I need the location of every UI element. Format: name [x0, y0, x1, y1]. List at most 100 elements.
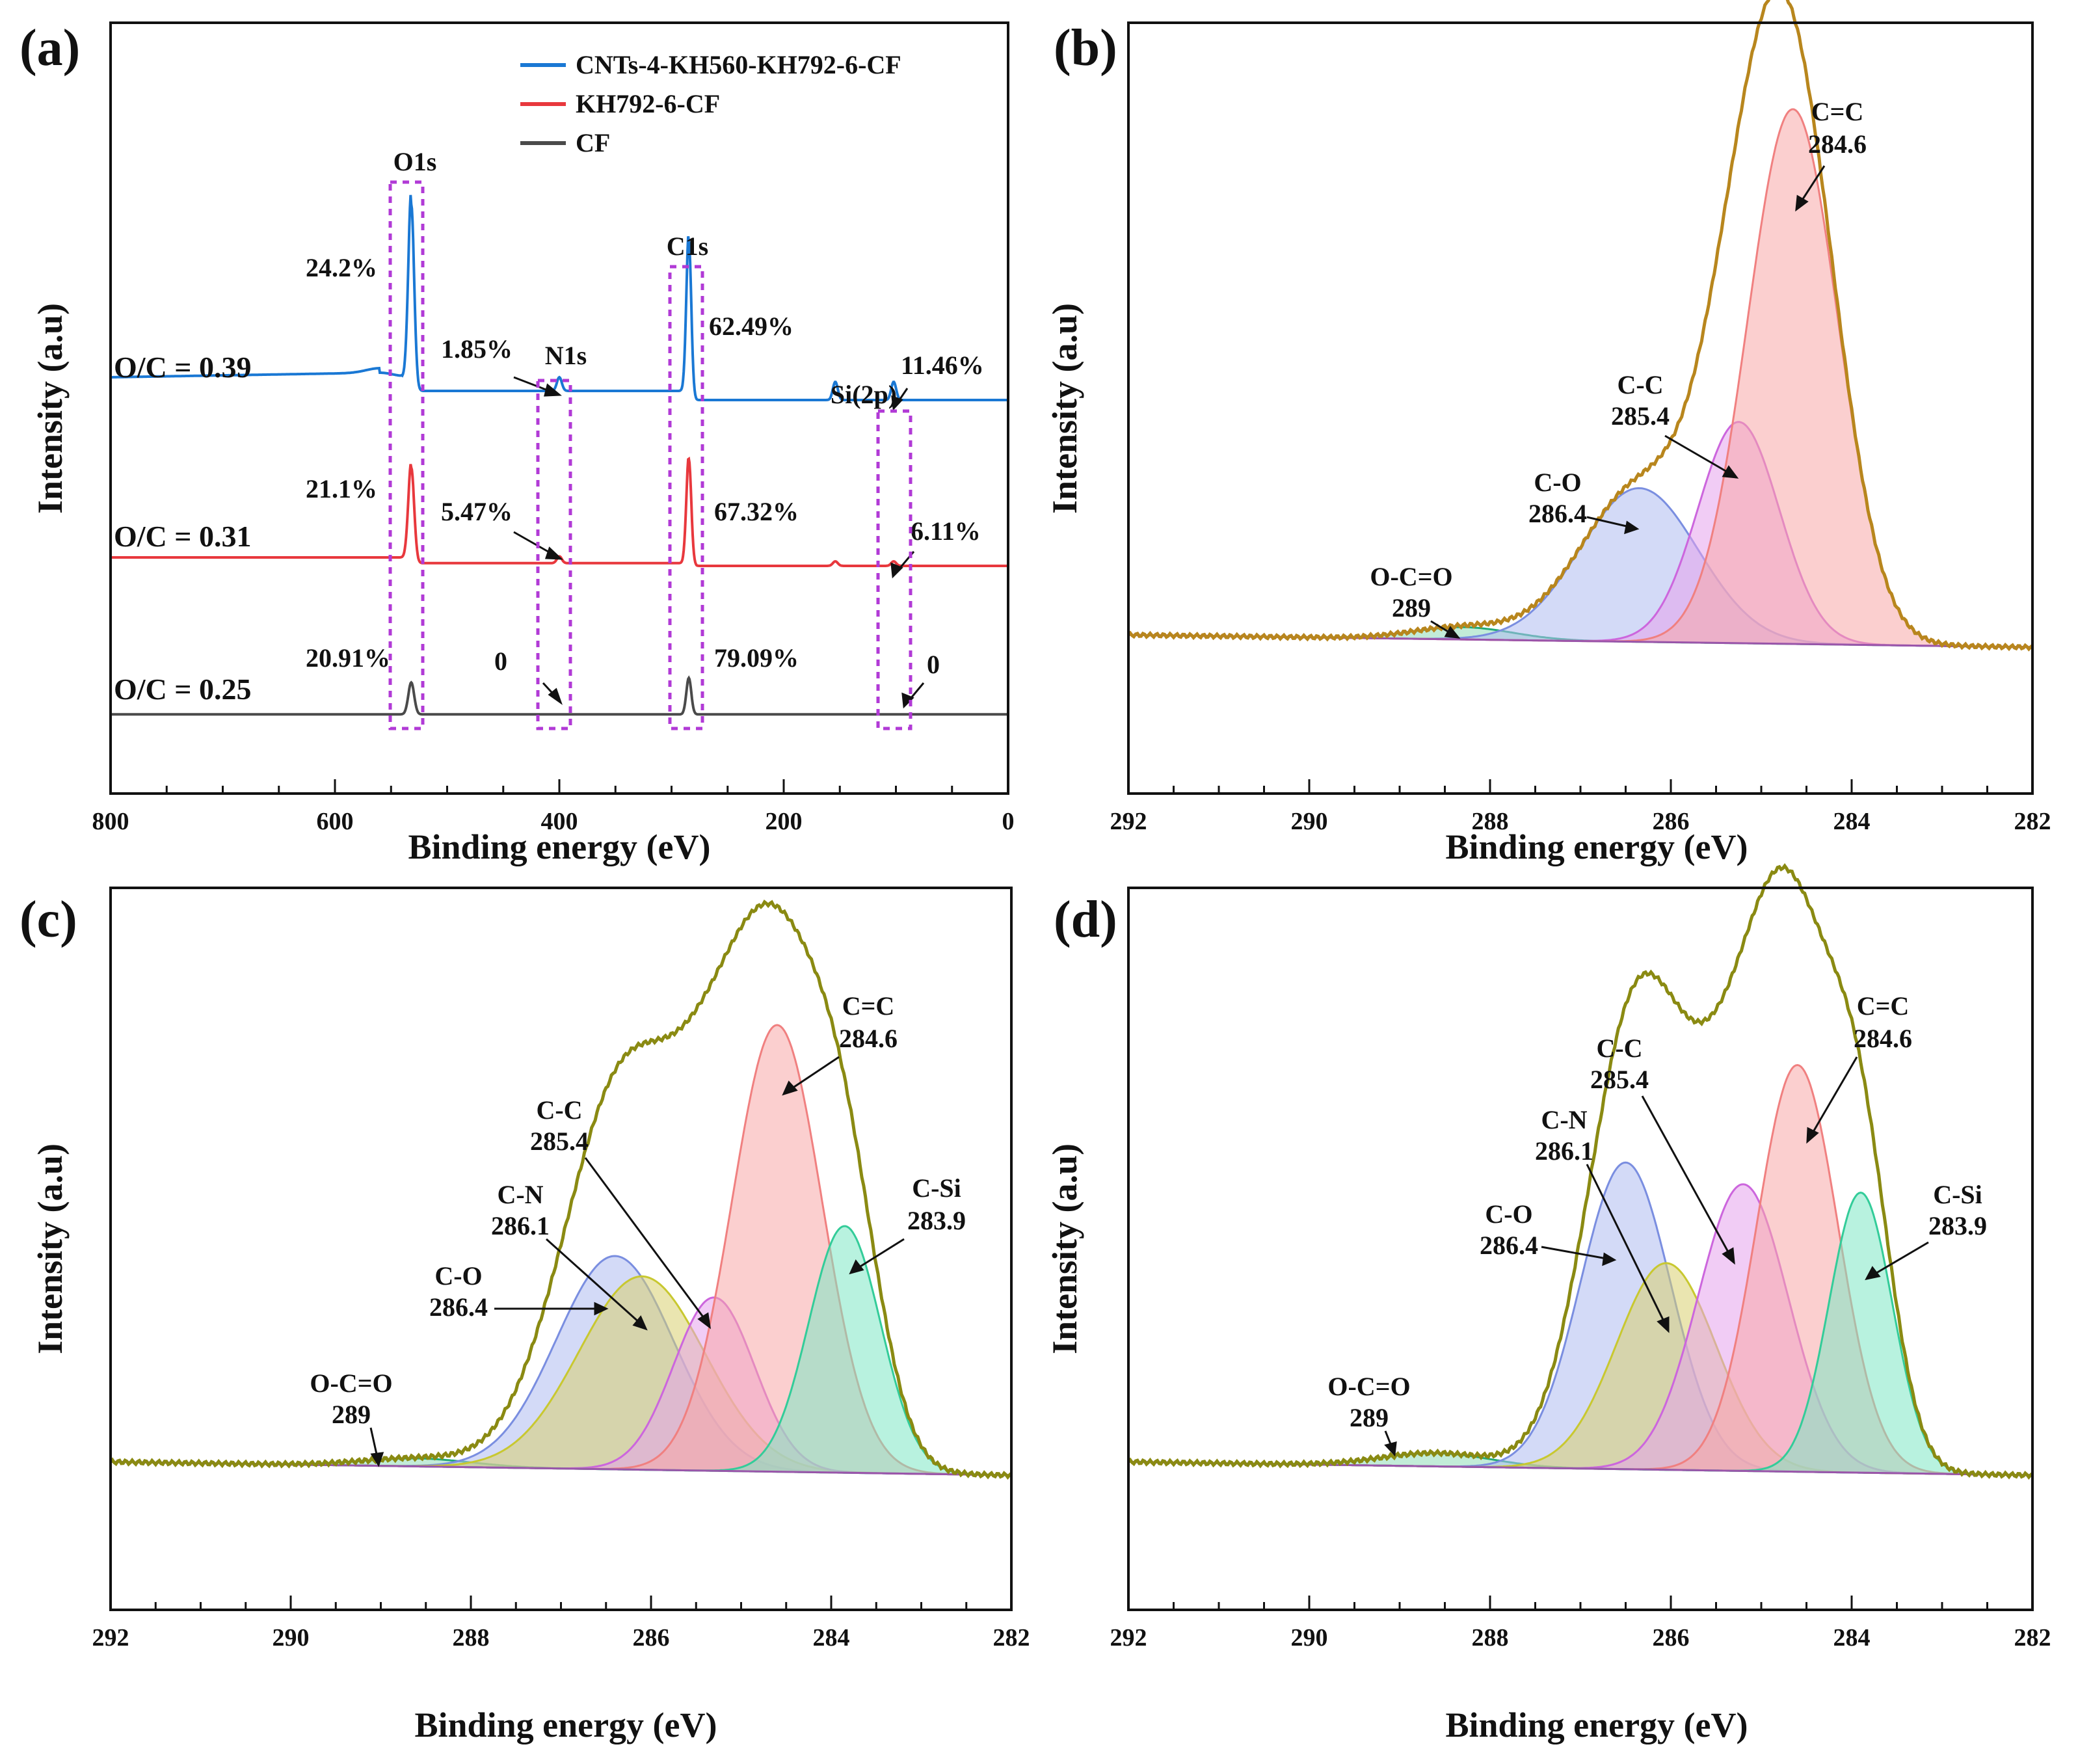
panel-d-letter: (d) — [1054, 891, 1117, 948]
panel-b-arrows — [1430, 165, 1826, 639]
survey-line-series-3 — [111, 675, 1008, 716]
x-tick-label: 286 — [1653, 1624, 1690, 1651]
c-label-cn-value: 286.1 — [491, 1211, 550, 1240]
panel-b-y-axis-label: Intensity (a.u) — [1045, 303, 1084, 514]
panel-b-x-ticks: 292 290 288 286 284 282 — [1110, 779, 2051, 835]
x-tick-label: 600 — [317, 808, 354, 835]
panel-a-x-ticks: 800 600 400 200 0 — [92, 779, 1015, 835]
panel-d-y-axis-label: Intensity (a.u) — [1045, 1143, 1084, 1354]
x-tick-label: 284 — [1833, 808, 1871, 835]
d-label-occo-value: 289 — [1350, 1403, 1389, 1432]
ratio-label-series-1: O/C = 0.39 — [114, 351, 252, 384]
peak-label-n1s: N1s — [545, 341, 587, 370]
pct-n1s-series-1: 1.85% — [441, 334, 513, 364]
d-arrowhead-co — [1602, 1252, 1617, 1266]
c-label-co-value: 286.4 — [429, 1292, 488, 1322]
b-arrowhead-cc-single — [1722, 465, 1739, 479]
d-label-csi-value: 283.9 — [1928, 1211, 1987, 1240]
panel-a-survey-spectra: (a) 800 600 400 200 0 Binding energy (eV) In… — [20, 20, 1015, 866]
c-label-cn-name: C-N — [497, 1180, 543, 1209]
legend-label-series-1: CNTs-4-KH560-KH792-6-CF — [576, 50, 901, 79]
d-arrowhead-cc-single — [1722, 1247, 1735, 1265]
arrowhead-n1s-series-3 — [548, 688, 563, 705]
pct-c1s-series-1: 62.49% — [709, 312, 793, 341]
x-tick-label: 282 — [993, 1624, 1030, 1651]
panel-b-letter: (b) — [1054, 20, 1117, 77]
b-label-co-name: C-O — [1534, 468, 1581, 497]
x-tick-label: 290 — [1291, 1624, 1328, 1651]
pct-si2p-series-1: 11.46% — [901, 351, 984, 380]
highlight-box-c1s — [668, 265, 704, 730]
highlight-box-si2p — [876, 409, 912, 730]
x-tick-label: 800 — [92, 808, 129, 835]
b-label-co-value: 286.4 — [1528, 499, 1587, 528]
d-label-co-name: C-O — [1485, 1199, 1532, 1229]
d-label-occo-name: O-C=O — [1327, 1372, 1410, 1401]
x-tick-label: 282 — [2014, 1624, 2051, 1651]
c-label-co-name: C-O — [434, 1261, 482, 1290]
peak-label-si2p: Si(2p) — [831, 380, 897, 409]
c-arrowhead-cn — [632, 1315, 648, 1331]
peak-label-c1s: C1s — [667, 232, 708, 261]
d-label-cn-name: C-N — [1541, 1105, 1587, 1134]
panel-d-c1s-fit: (d) 292 290 288 286 284 282 Binding energy (e… — [1045, 862, 2051, 1744]
x-tick-label: 0 — [1002, 808, 1015, 835]
panel-a-plot-area — [111, 194, 1008, 716]
legend-label-series-3: CF — [576, 128, 610, 157]
c-arrowhead-csi — [849, 1259, 864, 1275]
d-label-cc-double-name: C=C — [1857, 991, 1910, 1021]
d-arrow-cc-double — [1810, 1056, 1858, 1136]
c-arrowhead-cc-double — [782, 1080, 798, 1096]
panel-d-plot-area — [1127, 862, 2034, 1480]
pct-o1s-series-3: 20.91% — [306, 643, 390, 673]
d-label-co-value: 286.4 — [1480, 1231, 1538, 1260]
highlight-box-n1s — [536, 379, 572, 730]
ratio-label-series-3: O/C = 0.25 — [114, 673, 252, 706]
panel-c-y-axis-label: Intensity (a.u) — [31, 1143, 70, 1354]
c-arrow-csi — [857, 1238, 905, 1270]
x-tick-label: 292 — [1110, 1624, 1147, 1651]
b-arrow-co — [1586, 516, 1630, 528]
x-tick-label: 400 — [541, 808, 578, 835]
d-arrow-csi — [1872, 1241, 1929, 1276]
d-arrow-co — [1541, 1246, 1607, 1260]
b-label-occo-name: O-C=O — [1370, 562, 1452, 591]
panel-c-x-ticks: 292 290 288 286 284 282 — [92, 1596, 1030, 1651]
d-label-cc-double-value: 284.6 — [1854, 1024, 1912, 1053]
x-tick-label: 288 — [1472, 1624, 1509, 1651]
c-arrow-occo — [369, 1427, 379, 1458]
b-arrowhead-cc-double — [1795, 194, 1809, 212]
x-tick-label: 290 — [1291, 808, 1328, 835]
panel-d-arrows — [1384, 1056, 1929, 1457]
pct-n1s-series-2: 5.47% — [441, 497, 513, 526]
c-arrow-cn — [545, 1238, 642, 1325]
x-tick-label: 284 — [1833, 1624, 1871, 1651]
b-arrowhead-occo — [1444, 626, 1461, 639]
c-label-cc-single-value: 285.4 — [530, 1127, 589, 1156]
panel-b-x-axis-label: Binding energy (eV) — [1446, 827, 1748, 866]
x-tick-label: 292 — [1110, 808, 1147, 835]
survey-line-series-1 — [111, 194, 1008, 401]
fit-area-c-n — [1128, 1263, 2032, 1475]
fit-area-c-double-c — [1128, 109, 2032, 647]
x-tick-label: 284 — [813, 1624, 850, 1651]
arrowhead-si2p-series-1 — [891, 395, 903, 411]
highlight-box-o1s — [388, 180, 425, 730]
b-label-cc-single-name: C-C — [1617, 370, 1663, 399]
b-arrow-cc-single — [1664, 434, 1731, 475]
fit-area-c-si — [1128, 1192, 2032, 1475]
panel-c-c1s-fit: (c) 292 290 288 286 284 282 Binding energy (e… — [20, 887, 1030, 1744]
d-label-cc-single-value: 285.4 — [1590, 1065, 1649, 1094]
b-arrowhead-co — [1624, 520, 1640, 535]
c-label-occo-name: O-C=O — [310, 1369, 392, 1398]
x-tick-label: 290 — [273, 1624, 310, 1651]
fit-area-c-o — [111, 1256, 1011, 1475]
d-arrowhead-cc-double — [1806, 1127, 1819, 1144]
ratio-label-series-2: O/C = 0.31 — [114, 520, 252, 553]
fit-area-c-o — [1128, 488, 2032, 647]
d-arrowhead-cn — [1657, 1316, 1670, 1333]
panel-b-plot-area — [1127, 0, 2034, 652]
d-arrow-cc-single — [1641, 1095, 1731, 1256]
pct-o1s-series-2: 21.1% — [306, 474, 377, 503]
c-label-cc-double-value: 284.6 — [839, 1024, 898, 1053]
